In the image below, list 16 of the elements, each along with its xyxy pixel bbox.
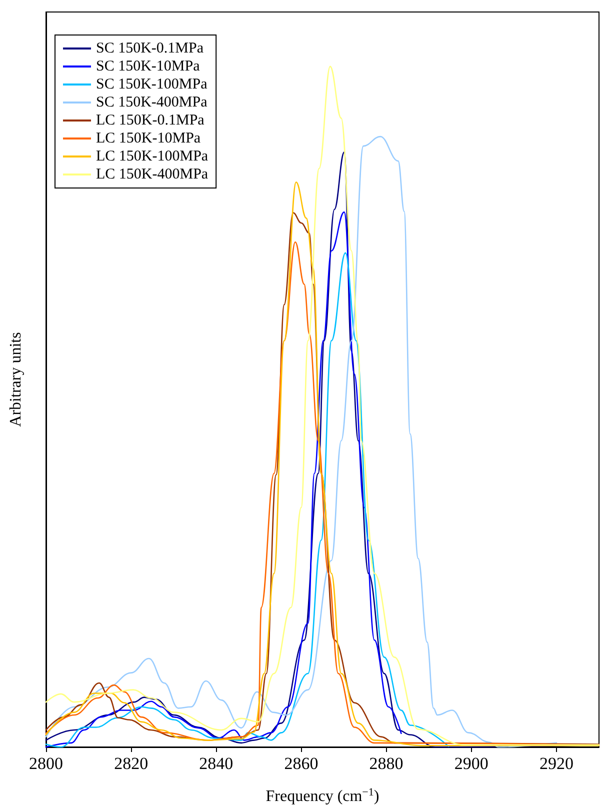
legend-label: SC 150K-10MPa [96, 58, 200, 74]
legend-label: SC 150K-100MPa [96, 76, 208, 92]
x-tick-label: 2900 [454, 754, 488, 773]
legend-label: LC 150K-400MPa [96, 166, 208, 182]
x-tick-label: 2840 [199, 754, 234, 773]
legend-label: SC 150K-0.1MPa [96, 40, 204, 56]
y-axis-title: Arbitrary units [8, 332, 24, 427]
x-tick-label: 2880 [369, 754, 404, 773]
legend-label: SC 150K-400MPa [96, 94, 208, 110]
legend-label: LC 150K-10MPa [96, 130, 201, 146]
x-tick-label: 2800 [29, 754, 63, 773]
x-tick-label: 2920 [539, 754, 574, 773]
legend-label: LC 150K-0.1MPa [96, 112, 205, 128]
x-tick-label: 2820 [114, 754, 148, 773]
legend-label: LC 150K-100MPa [96, 148, 208, 164]
x-tick-label: 2860 [284, 754, 318, 773]
